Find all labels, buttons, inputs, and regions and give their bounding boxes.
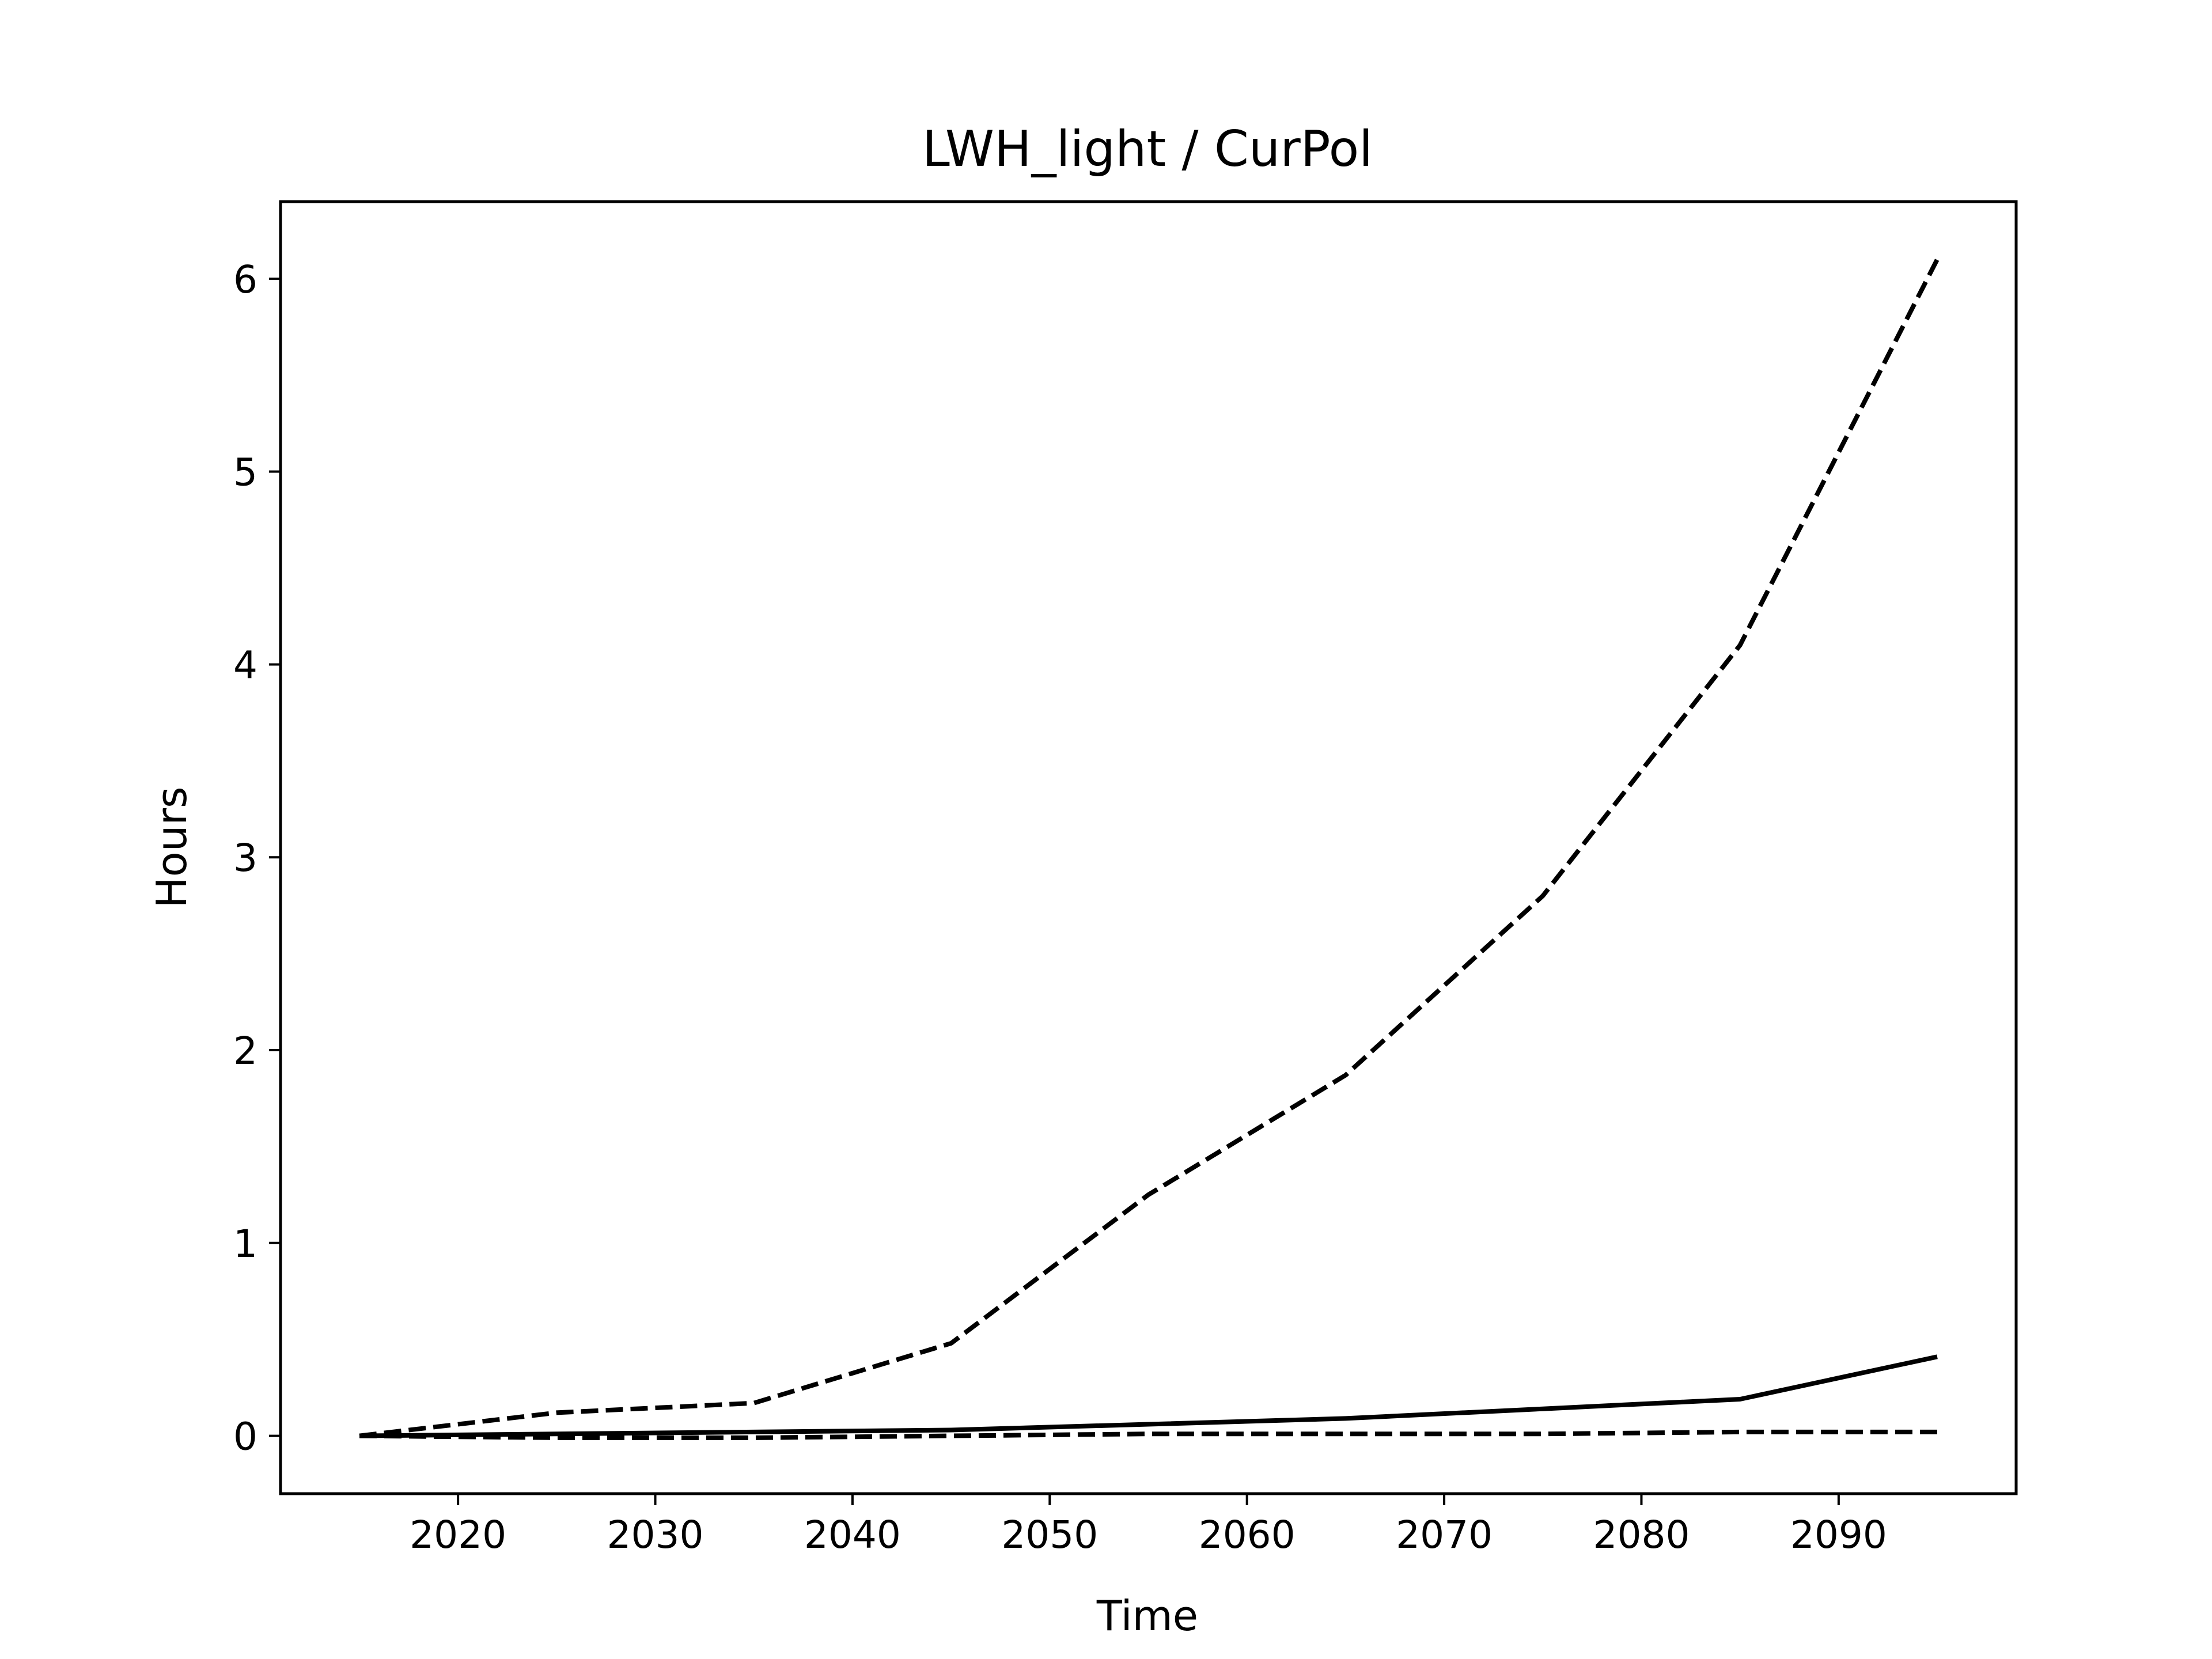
x-tick-label: 2090 bbox=[1790, 1513, 1887, 1557]
x-tick-label: 2070 bbox=[1396, 1513, 1493, 1557]
x-tick-label: 2060 bbox=[1199, 1513, 1296, 1557]
series-line-2 bbox=[359, 1354, 1938, 1438]
y-tick-label: 2 bbox=[233, 1029, 257, 1073]
y-tick-label: 3 bbox=[233, 836, 257, 880]
plot-frame bbox=[279, 200, 2018, 1495]
x-tick-label: 2050 bbox=[1001, 1513, 1098, 1557]
x-tick-label: 2080 bbox=[1593, 1513, 1690, 1557]
y-axis: 0 1 2 3 4 5 6 bbox=[233, 257, 281, 1459]
y-tick-label: 5 bbox=[233, 450, 257, 495]
chart-title: LWH_light / CurPol bbox=[922, 120, 1373, 178]
y-tick-label: 1 bbox=[233, 1222, 257, 1266]
x-axis: 2020 2030 2040 2050 2060 2070 2080 2090 bbox=[410, 1494, 1887, 1557]
plot-lines bbox=[359, 258, 1940, 1440]
x-axis-title: Time bbox=[1096, 1592, 1198, 1640]
x-tick-label: 2020 bbox=[410, 1513, 506, 1557]
y-tick-label: 0 bbox=[233, 1415, 257, 1459]
y-axis-title: Hours bbox=[147, 787, 196, 908]
x-tick-label: 2040 bbox=[804, 1513, 901, 1557]
series-line-3 bbox=[359, 1429, 1937, 1440]
y-tick-label: 6 bbox=[233, 257, 257, 302]
x-tick-label: 2030 bbox=[607, 1513, 704, 1557]
y-tick-label: 4 bbox=[233, 643, 257, 687]
series-line-1 bbox=[359, 258, 1940, 1438]
